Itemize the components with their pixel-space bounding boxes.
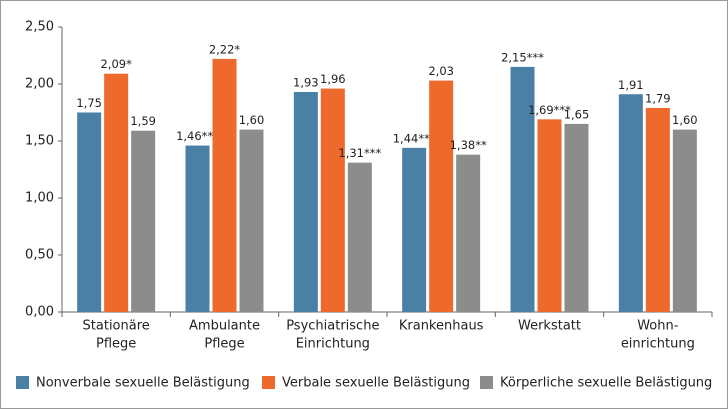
legend-swatch	[262, 376, 275, 389]
bar	[77, 112, 102, 312]
bar	[402, 147, 427, 312]
value-label: 1,46***	[176, 129, 219, 143]
value-label: 1,79	[645, 91, 671, 105]
bar	[347, 162, 372, 312]
value-label: 2,03	[428, 64, 454, 78]
bar	[618, 94, 643, 312]
value-label: 1,65	[564, 107, 590, 121]
bar	[510, 66, 535, 313]
y-tick-label: 0,00	[25, 305, 54, 320]
value-label: 1,60	[672, 113, 698, 127]
bar	[104, 73, 129, 313]
value-label: 1,31***	[338, 146, 381, 160]
bar	[645, 107, 670, 312]
legend-swatch	[16, 376, 29, 389]
y-tick-label: 1,50	[25, 134, 54, 149]
bar	[293, 91, 318, 312]
value-label: 2,15***	[501, 50, 544, 64]
y-tick-label: 0,50	[25, 248, 54, 263]
x-tick-label: einrichtung	[621, 337, 695, 352]
value-label: 1,93	[293, 75, 319, 89]
y-tick-label: 2,50	[25, 20, 54, 35]
x-tick-label: Stationäre	[83, 319, 150, 334]
bar	[564, 123, 589, 313]
value-label: 2,22*	[209, 42, 241, 56]
value-label: 1,69***	[528, 103, 571, 117]
bar	[131, 130, 156, 312]
value-label: 1,75	[76, 96, 102, 110]
legend-swatch	[480, 376, 493, 389]
bar	[239, 129, 264, 312]
value-label: 1,91	[618, 78, 644, 92]
y-tick-label: 2,00	[25, 77, 54, 92]
y-tick-label: 1,00	[25, 191, 54, 206]
bar	[320, 88, 345, 312]
value-label: 1,38**	[450, 138, 487, 152]
x-tick-label: Wohn-	[637, 319, 679, 334]
x-tick-label: Werkstatt	[518, 319, 581, 334]
legend-label: Nonverbale sexuelle Belästigung	[36, 376, 250, 391]
x-tick-label: Pflege	[96, 337, 136, 352]
x-tick-label: Einrichtung	[296, 337, 370, 352]
value-label: 1,60	[239, 113, 265, 127]
bar	[185, 145, 210, 312]
bar	[456, 154, 481, 312]
value-label: 1,44***	[393, 131, 436, 145]
x-tick-label: Pflege	[204, 337, 244, 352]
bar	[537, 119, 562, 312]
legend-label: Verbale sexuelle Belästigung	[282, 376, 470, 391]
value-label: 1,96	[320, 72, 346, 86]
x-tick-label: Ambulante	[189, 319, 260, 334]
value-label: 1,59	[130, 114, 156, 128]
value-label: 2,09*	[100, 57, 132, 71]
x-tick-label: Krankenhaus	[399, 319, 484, 334]
bar	[212, 58, 237, 312]
bar	[429, 80, 454, 312]
legend-label: Körperliche sexuelle Belästigung	[500, 376, 712, 391]
bar	[672, 129, 697, 312]
x-tick-label: Psychiatrische	[286, 319, 379, 334]
